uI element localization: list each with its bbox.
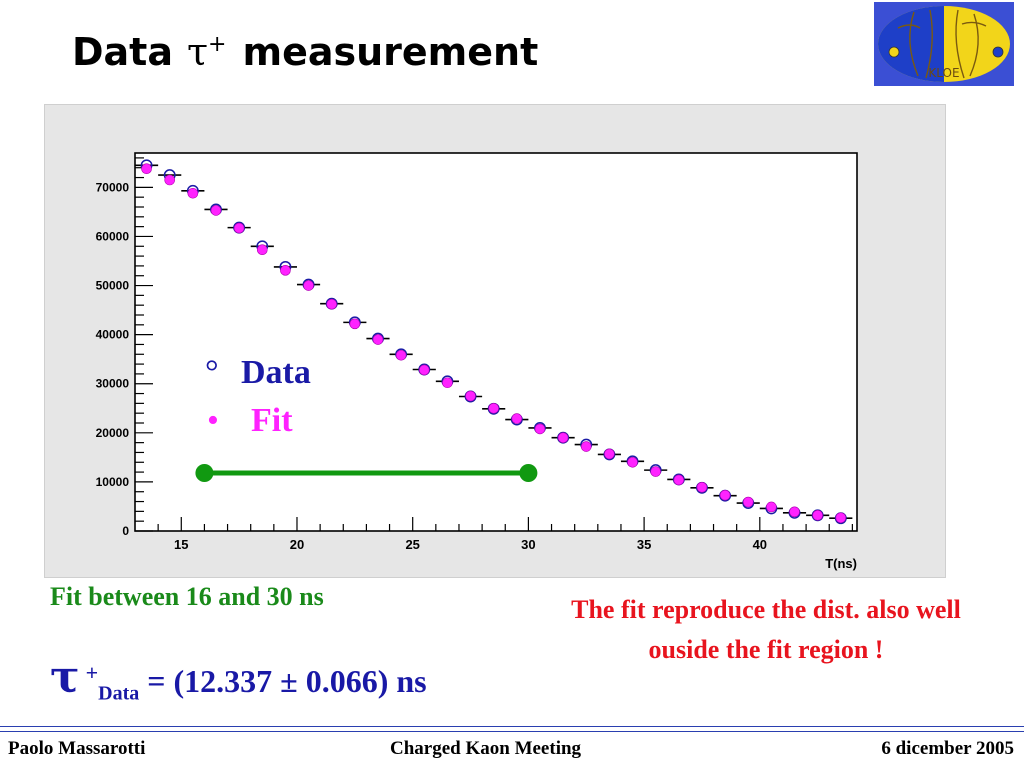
y-tick-labels: 0 10000 20000 30000 40000 50000 60000 70000 [96,180,130,538]
fit-point [557,432,569,444]
fit-point [256,244,268,256]
fit-point [164,174,176,186]
fit-point [534,423,546,435]
result-superscript: + [85,660,99,686]
title-suffix: measurement [242,30,539,74]
fit-point [303,280,314,291]
logo-text: KLOE [928,66,959,80]
plot-area [134,152,858,532]
fit-point [580,441,592,452]
footer-date: 6 dicember 2005 [881,738,1014,759]
x-tick-label: 20 [290,537,304,552]
footer-rule [0,726,1024,732]
title-superscript: + [208,32,227,58]
fit-point [488,402,499,414]
slide-title: Data τ+ measurement [72,30,538,74]
fit-point [673,474,685,486]
legend-data-label: Data [241,354,311,391]
fit-range-start [195,464,214,482]
fit-point [280,265,291,276]
fit-range-bar [195,464,538,482]
fit-point [604,448,615,460]
y-tick-label: 70000 [96,180,130,194]
y-tick-label: 10000 [96,475,130,489]
fit-point [789,506,800,518]
kloe-logo-graphic: KLOE [874,2,1014,86]
kloe-logo: KLOE [874,2,1014,86]
legend-fit-label: Fit [251,402,293,439]
fit-point [742,496,754,508]
y-tick-label: 60000 [96,229,130,243]
result-subscript: Data [98,682,140,705]
lifetime-chart: 0 10000 20000 30000 40000 50000 60000 70000 15 2… [96,152,858,571]
legend-fit-symbol: • [207,402,219,439]
x-tick-label: 15 [174,537,188,552]
title-prefix: Data [72,30,173,74]
x-axis-label: T(ns) [825,556,857,571]
title-tau-symbol: τ [187,30,209,74]
fit-comment: The fit reproduce the dist. also well ou… [571,595,961,664]
fit-point [349,318,361,330]
y-tick-label: 50000 [96,279,130,293]
y-tick-label: 40000 [96,328,130,342]
fit-point [442,377,453,389]
x-tick-label: 30 [521,537,535,552]
lifetime-result: τ +Data = (12.337 ± 0.066) ns [50,652,427,705]
fit-point [233,222,245,234]
series-fit [141,163,847,524]
y-tick-label: 20000 [96,426,130,440]
y-tick-label: 30000 [96,377,130,391]
result-value: = (12.337 ± 0.066) ns [139,663,427,699]
fit-point [465,390,476,402]
fit-point [372,334,384,345]
fit-point [511,413,523,424]
fit-point [141,163,152,175]
footer-author: Paolo Massarotti [8,738,146,759]
fit-point [766,501,777,513]
fit-point [418,364,430,376]
legend: ° Data • Fit [205,354,311,439]
fit-point [210,205,222,216]
x-tick-label: 35 [637,537,651,552]
result-tau-symbol: τ [50,652,80,703]
fit-point [696,482,708,493]
fit-point [719,489,731,501]
fit-range-note: Fit between 16 and 30 ns [50,582,324,611]
footer-meeting: Charged Kaon Meeting [390,738,582,759]
legend-data-symbol: ° [205,354,219,391]
fit-range-end [519,464,538,482]
fit-point [326,298,337,310]
y-tick-label: 0 [122,524,129,538]
fit-point [187,187,199,199]
fit-point [627,456,638,468]
x-tick-label: 40 [753,537,767,552]
axis-ticks [135,157,853,532]
fit-point [395,349,407,361]
fit-point [650,466,661,477]
fit-point [812,509,823,521]
x-tick-labels: 15 20 25 30 35 40 [174,537,767,552]
x-tick-label: 25 [405,537,419,552]
plot-frame: 0 10000 20000 30000 40000 50000 60000 70000 15 2… [44,104,946,578]
fit-point [835,512,847,524]
